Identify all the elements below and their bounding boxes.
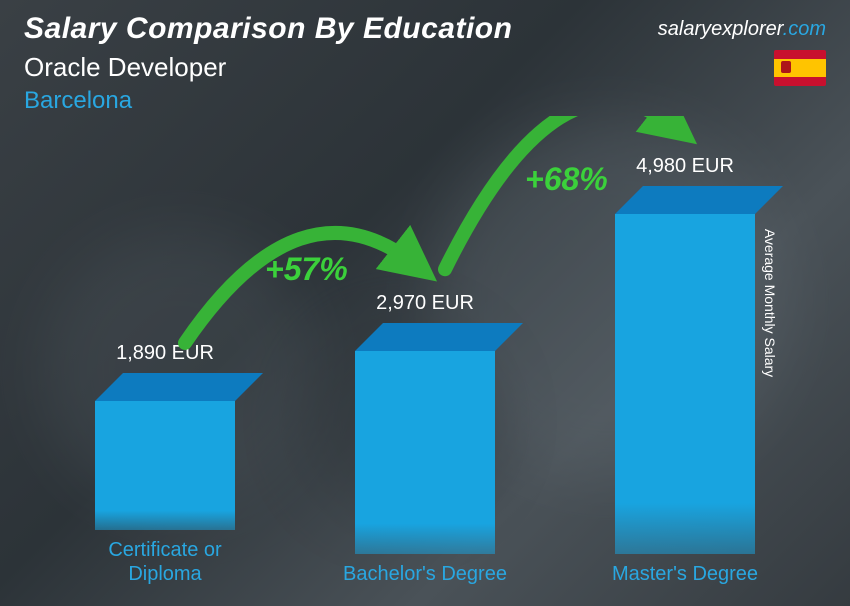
header: Salary Comparison By Education Oracle De… — [24, 12, 512, 115]
brand-suffix: .com — [783, 18, 826, 40]
brand-name: salaryexplorer — [658, 18, 783, 40]
bar-chart: 1,890 EURCertificate or Diploma2,970 EUR… — [40, 116, 810, 586]
location: Barcelona — [24, 87, 512, 115]
increase-arc — [445, 116, 675, 269]
brand: salaryexplorer.com — [658, 18, 826, 41]
increase-arc — [185, 233, 415, 343]
arc-layer — [40, 116, 810, 586]
subtitle: Oracle Developer — [24, 52, 512, 83]
page-title: Salary Comparison By Education — [24, 12, 512, 46]
flag-spain-icon — [774, 50, 826, 86]
